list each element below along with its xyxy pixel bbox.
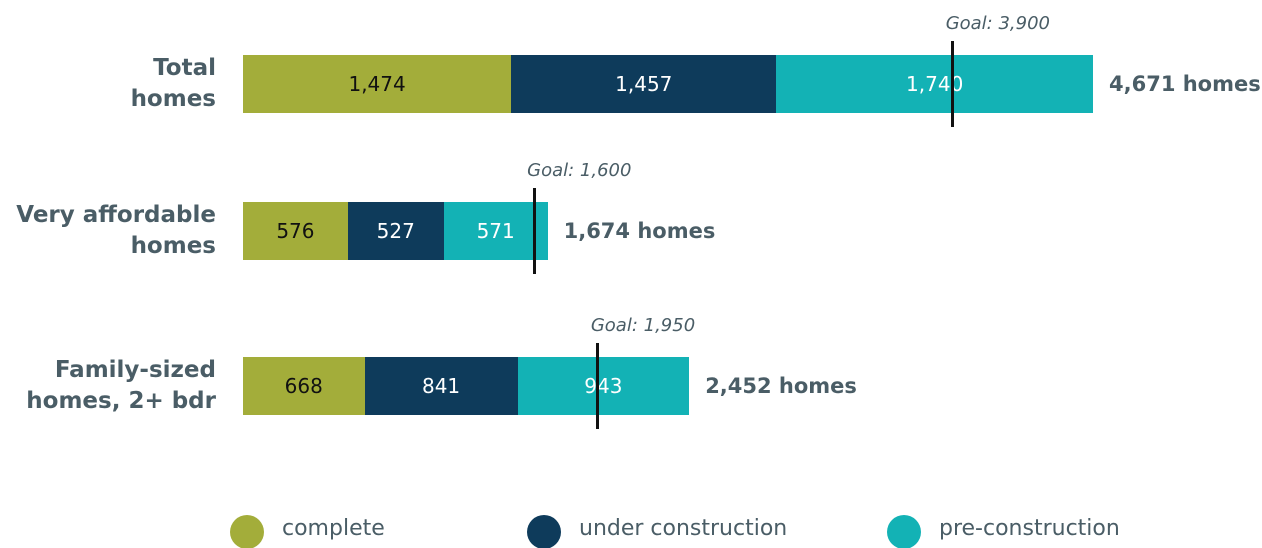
goal-line: [532, 188, 536, 274]
category-label: Family-sized homes, 2+ bdr: [26, 357, 216, 414]
value-label: 527: [376, 219, 415, 243]
goal-line: [596, 343, 600, 429]
total-label: 4,671 homes: [1109, 72, 1261, 96]
value-label: 1,740: [906, 72, 964, 96]
bar-segment: 1,474: [243, 55, 512, 113]
bar-segment: 668: [243, 357, 365, 415]
legend-swatch: [887, 515, 921, 548]
bar-segment: 527: [347, 202, 444, 260]
goal-line: [951, 41, 955, 127]
value-label: 1,457: [615, 72, 673, 96]
goal-label: Goal: 3,900: [945, 13, 1050, 34]
value-label: 943: [584, 374, 623, 398]
category-label: Total homes: [130, 55, 216, 112]
value-label: 668: [284, 374, 323, 398]
legend-swatch: [527, 515, 561, 548]
bar-segment: 576: [243, 202, 348, 260]
value-label: 576: [276, 219, 315, 243]
bar-segment: 841: [364, 357, 518, 415]
legend-swatch: [230, 515, 264, 548]
total-label: 2,452 homes: [705, 374, 857, 398]
legend-label: pre-construction: [939, 516, 1120, 541]
total-label: 1,674 homes: [563, 219, 716, 243]
bar-segment: 1,457: [511, 55, 777, 113]
value-label: 571: [476, 219, 515, 243]
value-label: 841: [421, 374, 461, 398]
bar-segment: 1,740: [776, 55, 1093, 113]
legend-label: complete: [282, 516, 385, 541]
value-label: 1,474: [348, 72, 406, 96]
bar-segment: 571: [443, 202, 548, 260]
legend-label: under construction: [579, 516, 788, 541]
goal-label: Goal: 1,950: [590, 315, 696, 336]
bar-segment: 943: [517, 357, 690, 415]
category-label: Very affordable homes: [16, 202, 216, 259]
goal-label: Goal: 1,600: [527, 160, 632, 181]
